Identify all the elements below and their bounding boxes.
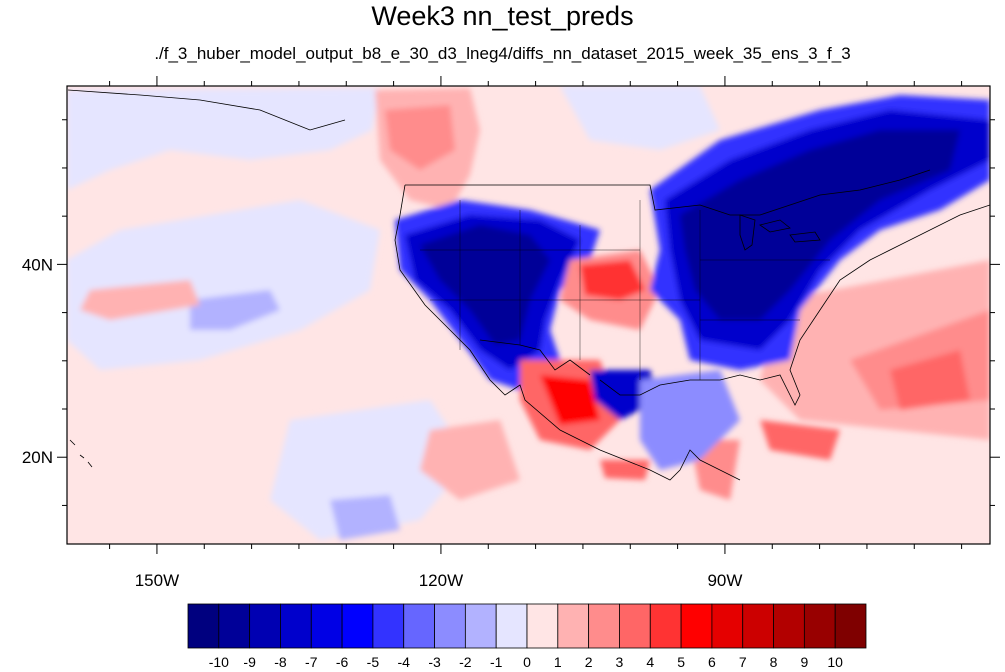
lon-tick-label: 120W (419, 571, 463, 590)
hawaii-islands (69, 439, 93, 468)
colorbar-label: 4 (646, 654, 654, 670)
colorbar-label: 6 (708, 654, 716, 670)
coastlines (67, 89, 990, 481)
gulf-atlantic-coastline (599, 204, 990, 406)
alaska-coast (67, 89, 346, 131)
plot-frame (66, 85, 991, 545)
mexico-positive-core (540, 375, 600, 425)
colorbar-swatch (403, 603, 435, 649)
lat-tick-label: 20N (22, 448, 53, 467)
axis-tick-labels: 150W 120W 90W 40N 20N (22, 255, 743, 590)
pacific-south-pink (420, 420, 520, 500)
colorbar-label: 2 (585, 654, 593, 670)
colorbar-label: -8 (274, 654, 287, 670)
colorbar-swatch (495, 603, 528, 649)
colorbar-label: -6 (336, 654, 349, 670)
colorbar-label: -4 (398, 654, 411, 670)
pacific-central-negative (67, 200, 380, 370)
colorbar-label: -2 (459, 654, 472, 670)
lat-tick-label: 40N (22, 255, 53, 274)
pacific-mexico-positive (600, 460, 650, 480)
colorbar-swatch (711, 603, 744, 649)
colorbar-label: 8 (770, 654, 778, 670)
colorbar-label: 7 (739, 654, 747, 670)
colorbar-swatch (834, 603, 867, 649)
colorbar (187, 603, 867, 649)
colorbar-swatch (773, 603, 805, 649)
colorbar-label: -1 (490, 654, 503, 670)
colorbar-swatch (372, 603, 405, 649)
east-us-negative-core (680, 130, 960, 320)
colorbar-swatch (526, 603, 559, 649)
colorbar-swatch (649, 603, 682, 649)
west-us-negative-core (420, 225, 550, 345)
pacific-weak-blue (190, 290, 280, 330)
colorbar-swatch (803, 603, 836, 649)
map-subtitle: ./f_3_huber_model_output_b8_e_30_d3_lneg… (154, 44, 851, 63)
colorbar-swatch (310, 603, 343, 649)
colorbar-swatch (464, 603, 497, 649)
great-lakes (739, 214, 821, 251)
colorbar-swatch (588, 603, 620, 649)
colorbar-swatch (187, 603, 220, 649)
colorbar-label: 5 (677, 654, 685, 670)
colorbar-label: 10 (827, 654, 843, 670)
colorbar-label: -10 (209, 654, 229, 670)
us-mexico-border (479, 339, 591, 376)
canada-west-positive-core (385, 105, 455, 170)
pacific-pink-band (80, 280, 200, 320)
colorbar-label: -3 (428, 654, 441, 670)
colorbar-swatch (557, 603, 590, 649)
caribbean-positive (760, 420, 840, 460)
colorbar-swatch (434, 603, 466, 649)
colorbar-swatch (249, 603, 281, 649)
lon-tick-label: 150W (135, 571, 179, 590)
colorbar-label: 9 (800, 654, 808, 670)
colorbar-swatch (742, 603, 774, 649)
map-title: Week3 nn_test_preds (371, 1, 634, 31)
colorbar-label: 1 (554, 654, 562, 670)
atlantic-positive-max (890, 350, 970, 410)
gulf-negative-outer (640, 370, 740, 470)
us-canada-border (405, 169, 931, 216)
lon-tick-label: 90W (707, 571, 742, 590)
colorbar-swatch (680, 603, 713, 649)
colorbar-swatch (619, 603, 651, 649)
plains-positive-core (580, 260, 645, 300)
state-borders (420, 200, 830, 380)
colorbar-label: -5 (367, 654, 380, 670)
pacific-south-blue (330, 495, 400, 540)
canada-weak-blue (560, 86, 720, 150)
colorbar-labels: -10 -9 -8 -7 -6 -5 -4 -3 -2 -1 0 1 2 3 4 5 6 7 8 9 10 (209, 654, 843, 670)
colorbar-label: 0 (523, 654, 531, 670)
pacific-coastline (394, 184, 741, 481)
pacific-north-negative (67, 88, 380, 190)
anomaly-field (67, 86, 990, 544)
colorbar-swatch (341, 603, 374, 649)
colorbar-label: -7 (305, 654, 318, 670)
colorbar-swatch (218, 603, 251, 649)
colorbar-label: -9 (243, 654, 256, 670)
colorbar-swatch (280, 603, 312, 649)
pacific-south-negative (270, 400, 470, 540)
colorbar-label: 3 (616, 654, 624, 670)
axis-ticks (57, 76, 1000, 554)
